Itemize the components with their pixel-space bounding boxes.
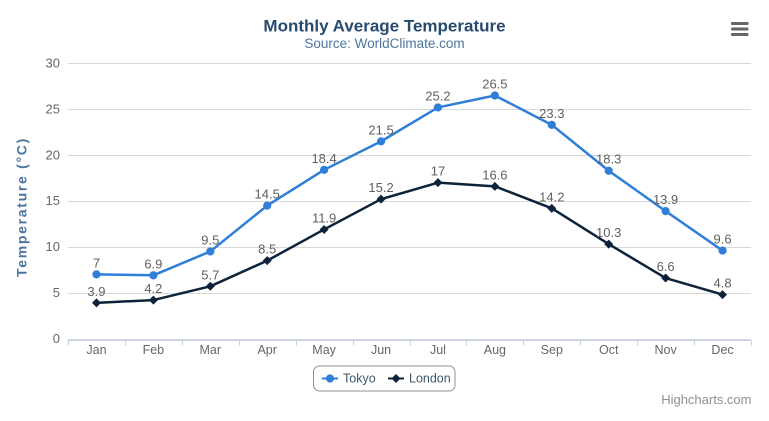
svg-text:Jan: Jan [86,343,106,357]
svg-text:London: London [409,372,451,386]
svg-text:Dec: Dec [711,343,733,357]
svg-text:7: 7 [93,255,100,270]
svg-text:13.9: 13.9 [653,192,678,207]
svg-text:16.6: 16.6 [482,167,507,182]
svg-text:25.2: 25.2 [425,88,450,103]
svg-text:Sep: Sep [541,343,563,357]
svg-text:9.6: 9.6 [714,232,732,247]
svg-text:4.8: 4.8 [714,276,732,291]
svg-text:10: 10 [46,239,60,254]
svg-text:21.5: 21.5 [368,122,393,137]
svg-text:30: 30 [46,56,60,71]
svg-text:14.2: 14.2 [539,189,564,204]
svg-text:Highcharts.com: Highcharts.com [661,392,751,407]
svg-text:17: 17 [431,164,445,179]
svg-text:Oct: Oct [599,343,619,357]
svg-text:26.5: 26.5 [482,77,507,92]
svg-text:Jul: Jul [430,343,446,357]
svg-text:15: 15 [46,193,60,208]
svg-text:15.2: 15.2 [368,180,393,195]
svg-text:3.9: 3.9 [87,284,105,299]
svg-text:18.3: 18.3 [596,152,621,167]
svg-text:Feb: Feb [143,343,165,357]
svg-text:0: 0 [53,331,60,346]
svg-text:10.3: 10.3 [596,225,621,240]
svg-text:Mar: Mar [200,343,222,357]
svg-text:8.5: 8.5 [258,242,276,257]
svg-text:Tokyo: Tokyo [343,372,376,386]
svg-text:11.9: 11.9 [312,210,336,225]
svg-text:Nov: Nov [655,343,678,357]
svg-text:6.6: 6.6 [657,259,675,274]
svg-text:5.7: 5.7 [201,267,219,282]
svg-text:9.5: 9.5 [201,232,219,247]
svg-text:Apr: Apr [257,343,276,357]
svg-text:Jun: Jun [371,343,391,357]
svg-text:5: 5 [53,285,60,300]
svg-text:25: 25 [46,101,60,116]
svg-text:14.5: 14.5 [255,187,280,202]
svg-text:23.3: 23.3 [539,106,564,121]
svg-text:18.4: 18.4 [311,151,336,166]
svg-text:Aug: Aug [484,343,506,357]
svg-text:Temperature (°C): Temperature (°C) [14,137,30,277]
svg-text:4.2: 4.2 [144,281,162,296]
svg-text:May: May [312,343,336,357]
svg-text:6.9: 6.9 [144,256,162,271]
svg-text:Source: WorldClimate.com: Source: WorldClimate.com [304,36,464,51]
svg-text:Monthly Average Temperature: Monthly Average Temperature [263,17,505,36]
svg-text:20: 20 [46,147,60,162]
